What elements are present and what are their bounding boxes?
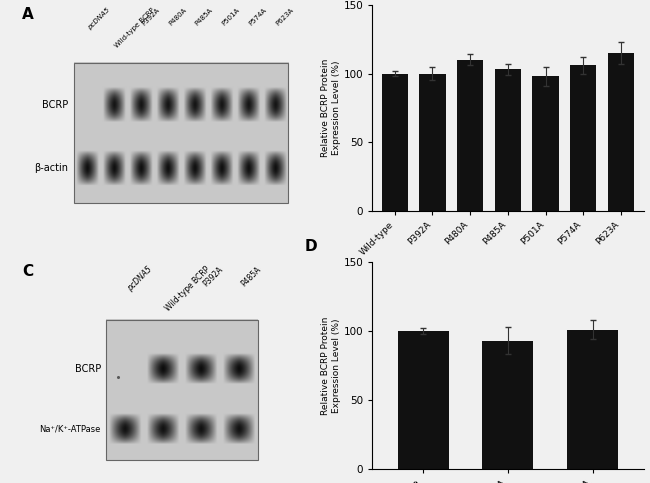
Text: P485A: P485A [194,7,214,27]
Bar [608,53,634,211]
Text: Na⁺/K⁺-ATPase: Na⁺/K⁺-ATPase [40,425,101,434]
Text: P485A: P485A [239,265,263,288]
Text: A: A [22,7,34,22]
Text: P623A: P623A [275,7,294,27]
Bar [382,73,408,211]
Text: P501A: P501A [221,7,241,27]
Bar [482,341,533,469]
Text: BCRP: BCRP [75,364,101,374]
Bar [570,65,597,211]
Bar [107,320,258,460]
Y-axis label: Relative BCRP Protein
Expression Level (%): Relative BCRP Protein Expression Level (… [321,316,341,415]
Text: BCRP: BCRP [42,99,68,110]
Bar [567,330,618,469]
Text: P480A: P480A [168,7,187,27]
Text: P392A: P392A [202,265,225,288]
Text: D: D [304,239,317,254]
Text: P574A: P574A [248,7,268,27]
Y-axis label: Relative BCRP Protein
Expression Level (%): Relative BCRP Protein Expression Level (… [321,58,341,157]
Bar [532,76,559,211]
Bar [419,73,446,211]
Bar [73,62,288,203]
Text: Wild-type BCRP: Wild-type BCRP [163,265,211,313]
Text: pcDNA5: pcDNA5 [125,265,153,293]
Text: β-actin: β-actin [34,163,68,172]
Bar [495,70,521,211]
Text: C: C [22,265,33,280]
Text: Wild-type BCRP: Wild-type BCRP [114,7,156,49]
Bar [398,331,448,469]
Text: P392A: P392A [141,7,161,27]
Text: pcDNA5: pcDNA5 [87,7,111,31]
Bar [457,60,484,211]
